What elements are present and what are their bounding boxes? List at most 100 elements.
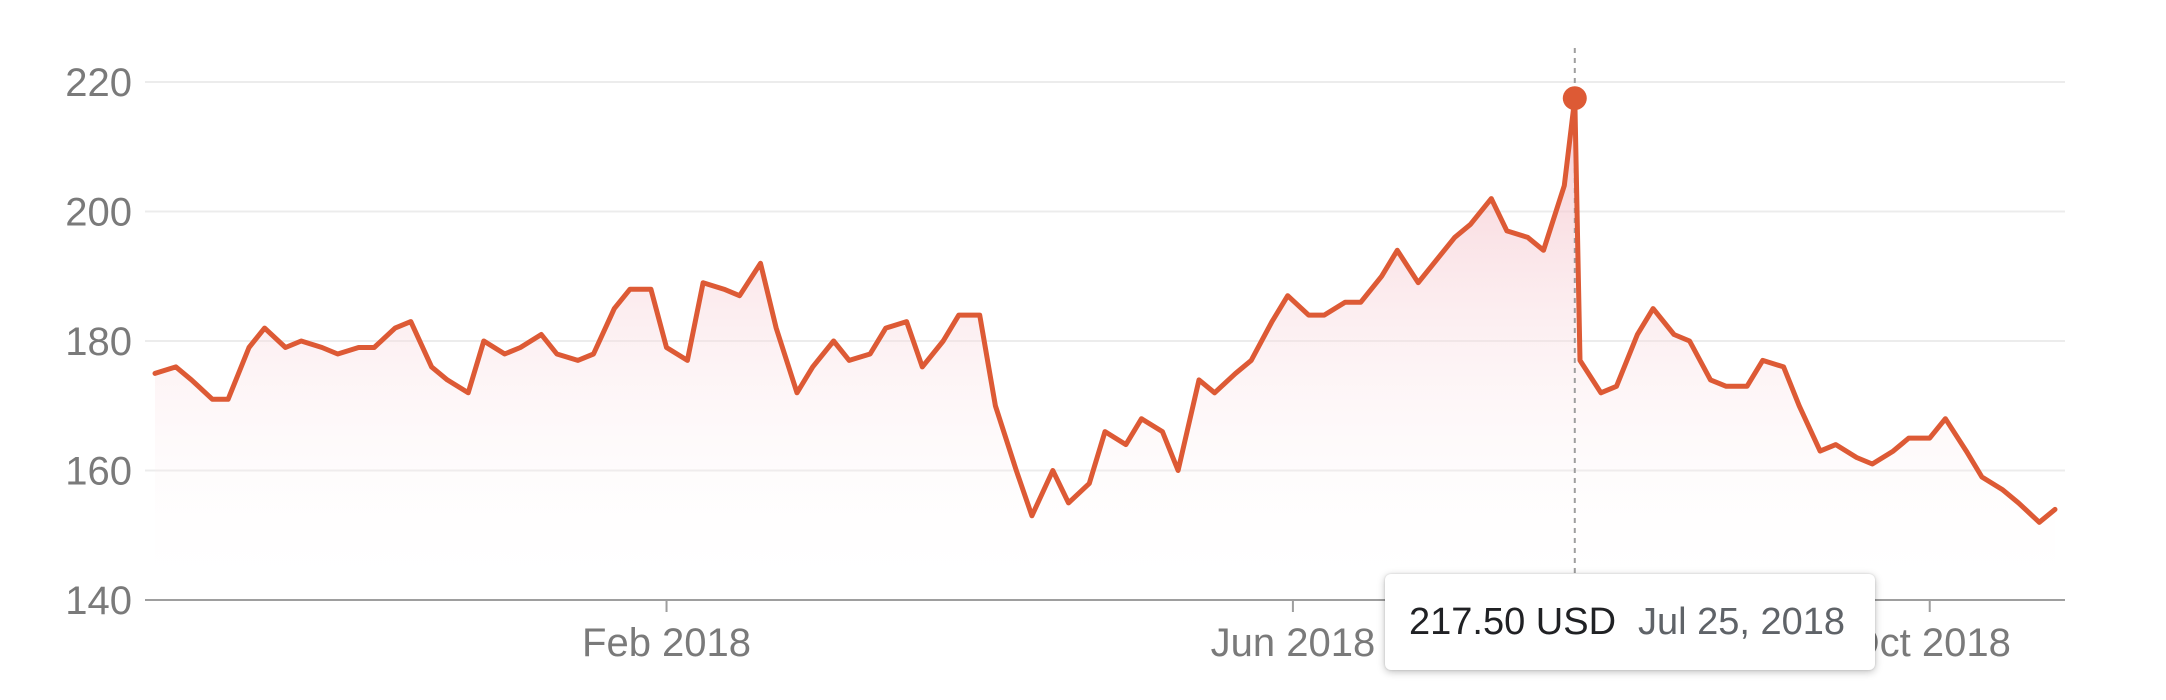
price-point-73	[1489, 196, 1494, 201]
price-point-31	[721, 287, 726, 292]
y-tick-label-200: 200	[65, 191, 132, 235]
price-point-66	[1358, 300, 1363, 305]
price-point-17	[466, 390, 471, 395]
price-point-94	[1854, 455, 1859, 460]
price-point-77	[1562, 183, 1567, 188]
price-point-2	[189, 377, 194, 382]
price-point-13	[393, 326, 398, 331]
price-point-25	[612, 306, 617, 311]
price-point-68	[1395, 248, 1400, 253]
price-line	[152, 95, 2058, 525]
price-point-71	[1452, 235, 1457, 240]
price-point-92	[1818, 449, 1823, 454]
y-tick-label-160: 160	[65, 450, 132, 494]
highlight-point[interactable]	[1562, 86, 1587, 111]
price-point-48	[1029, 513, 1034, 518]
price-point-45	[977, 313, 982, 318]
price-point-39	[868, 351, 873, 356]
price-point-4	[226, 397, 231, 402]
price-point-28	[664, 345, 669, 350]
price-point-88	[1745, 384, 1750, 389]
y-axis-ticks: 220 200 180 160 140	[65, 61, 132, 623]
price-point-1	[173, 364, 178, 369]
tooltip-price: 217.50 USD	[1409, 600, 1617, 643]
price-point-64	[1322, 313, 1327, 318]
price-point-69	[1416, 280, 1421, 285]
price-point-67	[1379, 274, 1384, 279]
price-point-11	[356, 345, 361, 350]
price-point-10	[335, 351, 340, 356]
price-point-20	[518, 345, 523, 350]
price-point-84	[1671, 332, 1676, 337]
y-tick-label-180: 180	[65, 320, 132, 364]
price-point-57	[1196, 377, 1201, 382]
price-point-29	[685, 358, 690, 363]
price-point-100	[1964, 449, 1969, 454]
price-point-41	[904, 319, 909, 324]
price-point-40	[883, 326, 888, 331]
price-point-72	[1468, 222, 1473, 227]
tooltip-date: Jul 25, 2018	[1638, 600, 1846, 643]
x-tick-label-2: Oct 2018	[1849, 621, 2011, 665]
price-point-24	[591, 351, 596, 356]
price-point-65	[1343, 300, 1348, 305]
price-point-95	[1870, 462, 1875, 467]
price-point-105	[2053, 507, 2058, 512]
price-area-fill	[155, 98, 2055, 600]
price-point-80	[1598, 390, 1603, 395]
price-point-12	[372, 345, 377, 350]
price-point-30	[701, 280, 706, 285]
price-point-14	[408, 319, 413, 324]
price-point-79	[1578, 358, 1583, 363]
price-point-53	[1123, 442, 1128, 447]
price-point-103	[2016, 500, 2021, 505]
price-point-21	[539, 332, 544, 337]
price-point-47	[1014, 468, 1019, 473]
price-point-74	[1504, 228, 1509, 233]
price-point-87	[1724, 384, 1729, 389]
price-point-23	[575, 358, 580, 363]
price-point-3	[210, 397, 215, 402]
price-point-102	[2000, 487, 2005, 492]
price-point-37	[831, 339, 836, 344]
price-point-83	[1651, 306, 1656, 311]
x-tick-label-0: Feb 2018	[582, 621, 751, 665]
price-point-6	[262, 326, 267, 331]
price-point-5	[246, 345, 251, 350]
price-point-27	[648, 287, 653, 292]
price-point-56	[1176, 468, 1181, 473]
price-point-76	[1541, 248, 1546, 253]
price-point-97	[1906, 436, 1911, 441]
price-point-60	[1249, 358, 1254, 363]
price-point-93	[1833, 442, 1838, 447]
price-point-33	[758, 261, 763, 266]
price-point-96	[1891, 449, 1896, 454]
price-point-81	[1614, 384, 1619, 389]
price-tooltip: 217.50 USD Jul 25, 2018	[1385, 574, 1875, 670]
price-point-55	[1160, 429, 1165, 434]
price-point-22	[554, 351, 559, 356]
price-point-52	[1103, 429, 1108, 434]
price-point-86	[1708, 377, 1713, 382]
price-point-26	[628, 287, 633, 292]
price-point-15	[429, 364, 434, 369]
price-point-46	[993, 403, 998, 408]
price-point-58	[1212, 390, 1217, 395]
price-point-89	[1760, 358, 1765, 363]
y-tick-label-220: 220	[65, 61, 132, 105]
x-axis-ticks: Feb 2018 Jun 2018 Oct 2018	[582, 600, 2011, 665]
price-point-19	[502, 351, 507, 356]
price-point-34	[774, 326, 779, 331]
price-point-62	[1285, 293, 1290, 298]
price-point-49	[1050, 468, 1055, 473]
price-point-8	[299, 339, 304, 344]
price-point-82	[1635, 332, 1640, 337]
price-point-38	[847, 358, 852, 363]
price-point-36	[810, 364, 815, 369]
price-point-16	[445, 377, 450, 382]
price-point-43	[941, 339, 946, 344]
price-point-101	[1979, 474, 1984, 479]
price-point-35	[795, 390, 800, 395]
x-tick-label-1: Jun 2018	[1211, 621, 1376, 665]
